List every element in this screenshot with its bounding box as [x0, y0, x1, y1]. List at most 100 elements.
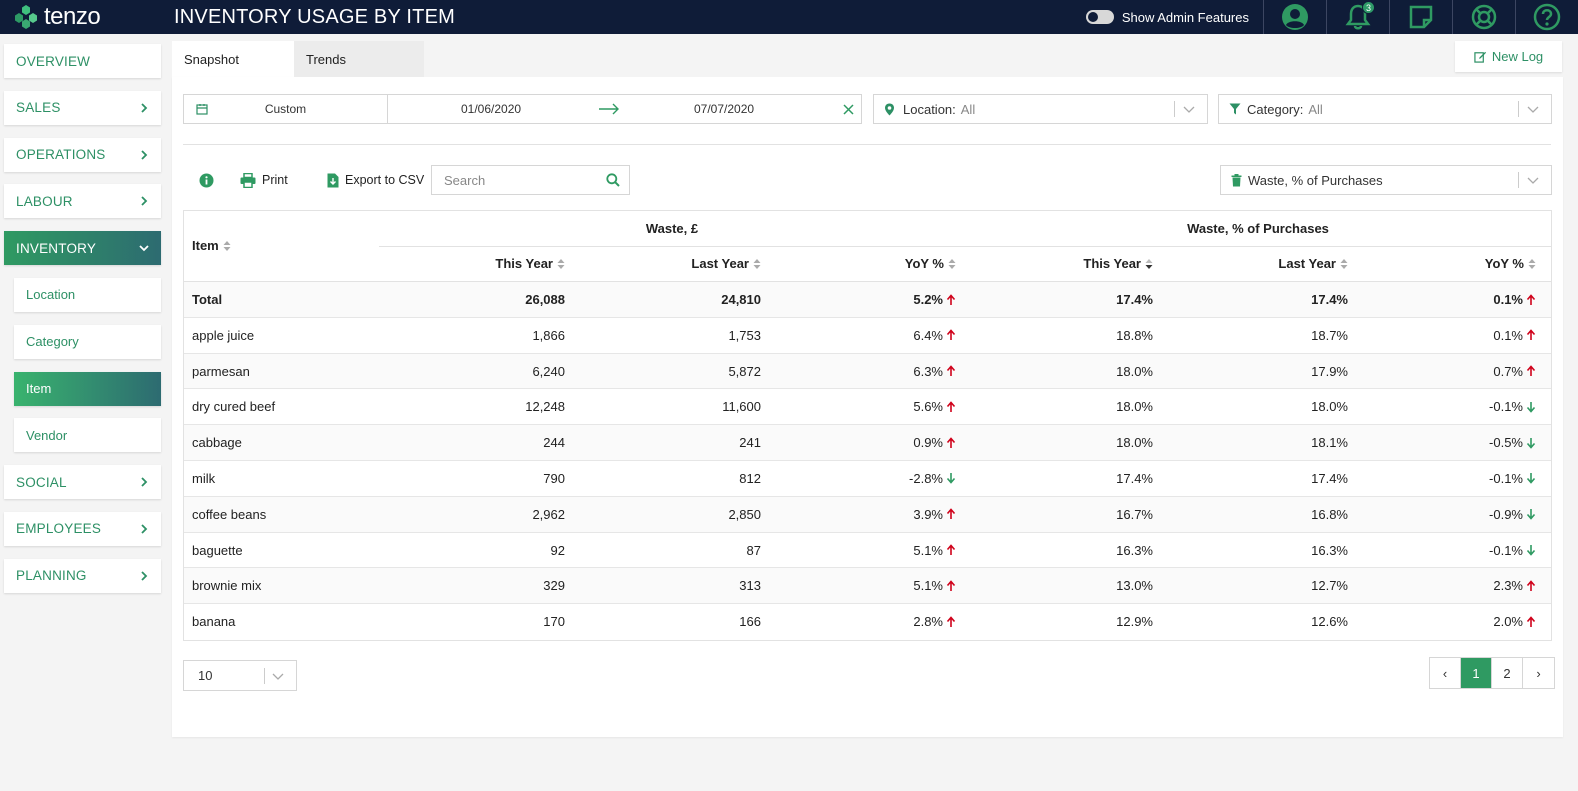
table-row: coffee beans 2,962 2,850 3.9% 16.7% 16.8% -0.9… — [184, 496, 1551, 533]
arrow-up-icon — [946, 615, 956, 627]
prev-page-button[interactable]: ‹ — [1430, 658, 1461, 688]
sidebar-item-planning[interactable]: PLANNING — [4, 558, 161, 593]
help-button[interactable] — [1515, 0, 1578, 34]
cell-value: -0.1% — [1489, 399, 1523, 415]
sidebar-item-social[interactable]: SOCIAL — [4, 465, 161, 500]
column-header-label: Item — [192, 238, 219, 253]
page-button-2[interactable]: 2 — [1492, 658, 1523, 688]
value-cell: 170 — [375, 604, 565, 639]
next-page-button[interactable]: › — [1536, 665, 1541, 681]
logo[interactable]: tenzo — [12, 3, 162, 31]
page-button-1[interactable]: 1 — [1461, 658, 1492, 688]
value-cell: -2.8% — [766, 461, 956, 496]
sidebar-item-sales[interactable]: SALES — [4, 90, 161, 125]
arrow-up-icon — [1526, 293, 1536, 305]
info-button[interactable] — [199, 168, 220, 192]
value-cell: 0.7% — [1346, 354, 1536, 389]
cell-value: 313 — [739, 578, 761, 594]
range-mode-select[interactable]: Custom — [184, 95, 388, 123]
column-header-label: YoY % — [904, 256, 944, 271]
item-name-cell: dry cured beef — [192, 399, 276, 415]
cell-value: 5.6% — [913, 399, 943, 415]
cell-value: 16.3% — [1311, 542, 1348, 558]
column-header-item[interactable]: Item — [192, 228, 231, 263]
sidebar-subitem-category[interactable]: Category — [14, 324, 161, 359]
column-header-pct-yoy[interactable]: YoY % — [1346, 246, 1536, 281]
search-input[interactable] — [444, 172, 594, 188]
value-cell: 17.4% — [963, 461, 1153, 496]
column-header-pct-last-year[interactable]: Last Year — [1158, 246, 1348, 281]
cell-value: 18.1% — [1311, 435, 1348, 451]
tab-snapshot[interactable]: Snapshot — [172, 41, 294, 77]
cell-value: 6.4% — [913, 327, 943, 343]
sidebar-subitem-label: Location — [26, 287, 76, 303]
item-name-cell: cabbage — [192, 435, 242, 451]
clear-icon[interactable] — [843, 104, 854, 115]
cell-value: 1,866 — [532, 327, 565, 343]
funnel-icon — [1229, 103, 1241, 115]
value-cell: 17.4% — [1158, 461, 1348, 496]
sidebar-subitem-vendor[interactable]: Vendor — [14, 418, 161, 453]
user-profile-button[interactable] — [1263, 0, 1326, 34]
sidebar-item-overview[interactable]: OVERVIEW — [4, 44, 161, 78]
start-date-input[interactable]: 01/06/2020 — [461, 102, 522, 116]
column-header-pct-this-year[interactable]: This Year — [963, 246, 1153, 281]
value-cell: 18.0% — [963, 389, 1153, 424]
value-cell: 12.6% — [1158, 604, 1348, 639]
sort-icon — [223, 240, 231, 251]
sidebar-subitem-location[interactable]: Location — [14, 277, 161, 312]
export-csv-button[interactable]: Export to CSV — [327, 168, 424, 192]
sidebar-item-label: LABOUR — [16, 193, 73, 209]
pagination: ‹ 1 2 › — [1429, 657, 1555, 689]
metric-select[interactable]: Waste, % of Purchases — [1220, 165, 1552, 195]
cell-value: 16.7% — [1116, 506, 1153, 522]
sidebar-item-operations[interactable]: OPERATIONS — [4, 137, 161, 172]
arrow-up-icon — [946, 544, 956, 556]
print-button[interactable]: Print — [240, 168, 288, 192]
column-header-gbp-yoy[interactable]: YoY % — [766, 246, 956, 281]
value-cell: 6.4% — [766, 318, 956, 353]
sidebar-subitem-label: Vendor — [26, 427, 68, 443]
sidebar-item-labour[interactable]: LABOUR — [4, 184, 161, 219]
tab-trends[interactable]: Trends — [294, 41, 424, 77]
chevron-right-icon — [141, 524, 148, 534]
sidebar-item-inventory[interactable]: INVENTORY — [4, 231, 161, 266]
notifications-button[interactable]: 3 — [1326, 0, 1389, 34]
export-label: Export to CSV — [345, 173, 425, 187]
column-header-gbp-last-year[interactable]: Last Year — [571, 246, 761, 281]
cell-value: 17.4% — [1116, 470, 1153, 486]
end-date-input[interactable]: 07/07/2020 — [694, 102, 755, 116]
notes-button[interactable] — [1389, 0, 1452, 34]
cell-value: 166 — [739, 614, 761, 630]
cell-value: 0.9% — [913, 435, 943, 451]
select-divider — [1518, 172, 1519, 188]
value-cell: 244 — [375, 425, 565, 460]
cell-value: 244 — [543, 435, 565, 451]
sidebar-subitem-label: Category — [26, 334, 79, 350]
main-panel — [172, 77, 1563, 737]
value-cell: -0.1% — [1346, 461, 1536, 496]
column-group-waste-pct: Waste, % of Purchases — [1187, 221, 1329, 236]
sidebar-subitem-item[interactable]: Item — [14, 371, 161, 406]
sort-icon — [1340, 258, 1348, 269]
column-header-gbp-this-year[interactable]: This Year — [375, 246, 565, 281]
value-cell: 812 — [571, 461, 761, 496]
column-header-label: This Year — [495, 256, 553, 271]
arrow-right-icon — [599, 103, 619, 115]
sidebar-subitem-label: Item — [26, 381, 52, 397]
value-cell: 26,088 — [375, 282, 565, 317]
arrow-down-icon — [946, 473, 956, 485]
value-cell: 16.3% — [1158, 533, 1348, 568]
total-row: Total 26,088 24,810 5.2% 17.4% 17.4% 0.1% — [184, 282, 1551, 318]
search-icon[interactable] — [606, 173, 620, 187]
cell-value: 6.3% — [913, 363, 943, 379]
location-filter[interactable]: Location: All — [873, 94, 1208, 124]
cell-value: 1,753 — [728, 327, 761, 343]
support-button[interactable] — [1452, 0, 1515, 34]
new-log-button[interactable]: New Log — [1455, 41, 1562, 72]
admin-features-toggle[interactable] — [1085, 10, 1114, 24]
sidebar-item-employees[interactable]: EMPLOYEES — [4, 511, 161, 546]
category-filter[interactable]: Category: All — [1218, 94, 1552, 124]
page-size-select[interactable]: 10 — [183, 660, 297, 691]
value-cell: 2.0% — [1346, 604, 1536, 639]
